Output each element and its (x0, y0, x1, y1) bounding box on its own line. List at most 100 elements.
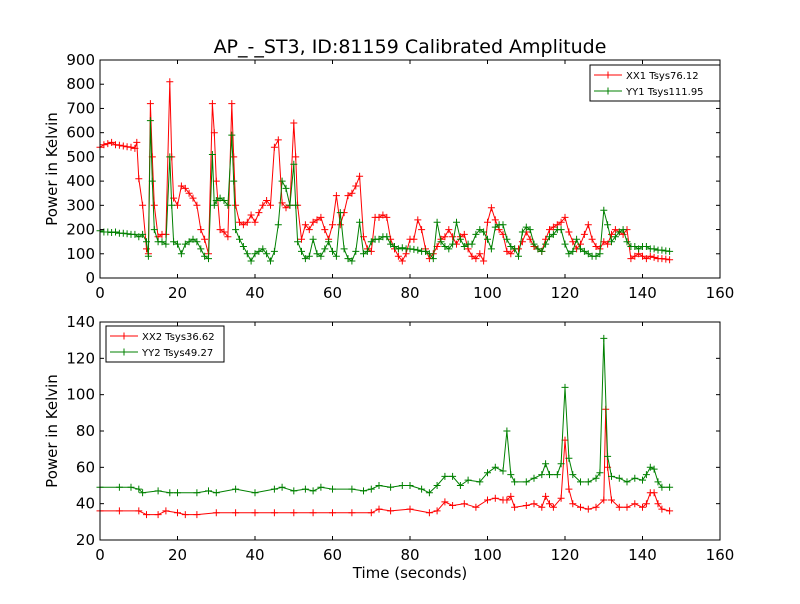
data-point (569, 500, 577, 508)
y-tick-label: 100 (66, 386, 95, 404)
data-point (600, 206, 608, 214)
data-point (468, 252, 476, 260)
data-point (615, 228, 623, 236)
data-point (542, 240, 550, 248)
legend-swatch-marker (604, 71, 612, 79)
x-tick-label: 80 (400, 284, 419, 302)
data-point (135, 485, 143, 493)
y-tick-label: 100 (66, 245, 95, 263)
data-point (503, 247, 511, 255)
data-point (166, 489, 174, 497)
data-point (344, 192, 352, 200)
data-point (615, 503, 623, 511)
data-point (456, 235, 464, 243)
data-point (666, 483, 674, 491)
x-tick-label: 0 (95, 546, 105, 564)
data-point (274, 221, 282, 229)
data-point (212, 489, 220, 497)
legend: XX1 Tsys76.12 YY1 Tsys111.95 (589, 64, 721, 102)
data-point (565, 485, 573, 493)
data-point (553, 471, 561, 479)
data-point (642, 471, 650, 479)
data-point (658, 246, 666, 254)
data-point (189, 194, 197, 202)
data-point (317, 252, 325, 260)
data-point (530, 474, 538, 482)
data-point (604, 221, 612, 229)
data-point (565, 250, 573, 258)
y-tick-label: 300 (66, 196, 95, 214)
y-tick-label: 40 (76, 495, 95, 513)
data-point (255, 209, 263, 217)
y-tick-label: 200 (66, 221, 95, 239)
y-tick-label: 20 (76, 531, 95, 549)
data-point (146, 100, 154, 108)
data-point (522, 478, 530, 486)
data-point (356, 172, 364, 180)
data-point (557, 226, 565, 234)
data-point (538, 247, 546, 255)
y-axis-label: Power in Kelvin (43, 374, 61, 488)
data-point (150, 226, 158, 234)
data-point (398, 482, 406, 489)
x-tick-label: 160 (706, 546, 735, 564)
x-tick-label: 120 (551, 284, 580, 302)
data-point (592, 474, 600, 482)
data-point (666, 507, 674, 515)
data-point (507, 243, 515, 250)
data-point (546, 471, 553, 479)
data-point (491, 463, 499, 471)
data-point (569, 247, 577, 255)
series-1-2 (96, 117, 674, 265)
data-point (453, 218, 460, 226)
data-point (650, 245, 658, 253)
data-point (212, 197, 220, 204)
y-tick-label: 120 (66, 349, 95, 367)
data-point (193, 489, 201, 497)
data-point (162, 507, 170, 515)
data-point (476, 478, 484, 486)
data-point (205, 487, 212, 495)
data-point (425, 250, 433, 258)
legend-label: YY2 Tsys49.27 (141, 348, 213, 359)
data-point (352, 247, 360, 255)
data-point (181, 511, 189, 519)
data-point (321, 245, 329, 253)
x-tick-label: 0 (95, 284, 105, 302)
data-point (487, 245, 495, 253)
data-point (600, 334, 608, 342)
data-point (243, 250, 251, 258)
data-point (608, 238, 615, 246)
data-point (491, 223, 499, 231)
data-point (298, 235, 305, 243)
data-point (348, 257, 356, 265)
data-point (197, 245, 205, 253)
panel-1: 0 20 40 60 80 100 120 140 160 0 100 200 300 400 500 600… (43, 51, 734, 302)
data-point (410, 245, 418, 253)
data-point (383, 213, 391, 221)
data-point (445, 226, 453, 234)
data-point (274, 136, 282, 144)
data-point (565, 454, 573, 462)
data-point (472, 255, 480, 263)
data-point (317, 213, 325, 221)
y-tick-label: 600 (66, 124, 95, 142)
data-point (549, 503, 557, 511)
legend-label: XX2 Tsys36.62 (142, 332, 215, 343)
data-point (623, 503, 631, 511)
data-point (631, 500, 639, 508)
data-point (584, 221, 592, 229)
data-point (313, 250, 321, 258)
data-point (290, 119, 298, 127)
x-tick-label: 40 (245, 546, 264, 564)
x-tick-label: 100 (473, 284, 502, 302)
data-point (584, 505, 592, 513)
data-point (292, 153, 300, 161)
data-point (243, 218, 251, 226)
y-tick-label: 0 (85, 269, 95, 287)
data-point (348, 189, 356, 197)
data-point (596, 250, 604, 258)
data-point (360, 250, 367, 258)
data-point (336, 221, 344, 229)
data-point (119, 142, 127, 150)
